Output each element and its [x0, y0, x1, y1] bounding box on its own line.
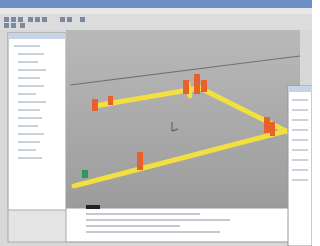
- properties-panel[interactable]: [288, 86, 312, 246]
- viewport[interactable]: [66, 30, 300, 208]
- tree-panel[interactable]: [8, 33, 66, 210]
- title-bar: [0, 0, 312, 8]
- menu-bar: [0, 8, 312, 14]
- output-panel: [66, 205, 288, 242]
- screenshot: [0, 0, 312, 246]
- toolbar[interactable]: [0, 14, 312, 30]
- status-panel: [8, 210, 66, 242]
